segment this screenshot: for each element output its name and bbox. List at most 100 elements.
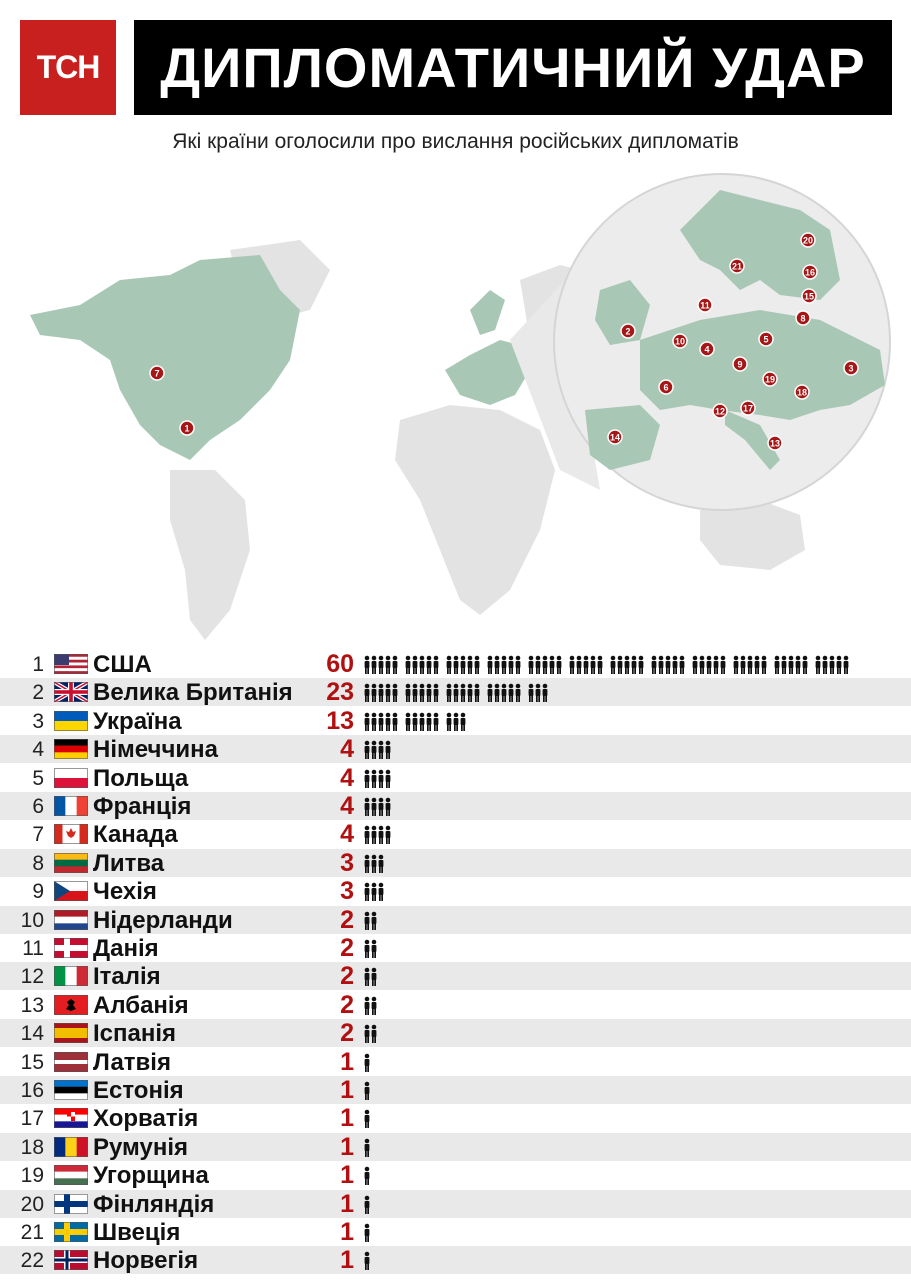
rank-label: 8	[32, 851, 44, 875]
person-icon	[371, 939, 377, 958]
person-icon	[385, 826, 391, 845]
person-icon	[761, 655, 767, 674]
people-bar	[364, 1081, 371, 1101]
people-bar	[364, 1251, 371, 1271]
person-icon	[597, 655, 603, 674]
person-icon	[569, 655, 575, 674]
page-title: ДИПЛОМАТИЧНИЙ УДАР	[160, 36, 866, 99]
person-icon	[460, 712, 466, 731]
world-marker: 1	[179, 420, 195, 436]
person-icon	[802, 655, 808, 674]
svg-text:14: 14	[610, 433, 620, 443]
person-icon	[364, 712, 370, 731]
person-icon	[494, 655, 500, 674]
person-icon	[474, 655, 480, 674]
svg-text:7: 7	[154, 369, 159, 379]
person-icon	[446, 655, 452, 674]
person-icon	[371, 769, 377, 788]
flag-lt-icon	[54, 852, 88, 873]
person-icon	[371, 797, 377, 816]
person-icon	[494, 684, 500, 703]
person-icon	[713, 655, 719, 674]
person-icon	[624, 655, 630, 674]
person-icon	[364, 939, 370, 958]
svg-text:2: 2	[625, 327, 630, 337]
person-icon	[405, 655, 411, 674]
person-icon	[508, 684, 514, 703]
person-icon	[843, 655, 849, 674]
svg-text:20: 20	[803, 236, 813, 246]
person-icon	[672, 655, 678, 674]
svg-text:11: 11	[700, 301, 710, 311]
person-icon	[474, 684, 480, 703]
svg-text:15: 15	[804, 292, 814, 302]
person-icon	[487, 655, 493, 674]
table-row: 20 Фінляндія 1	[0, 1189, 911, 1218]
inset-marker: 11	[697, 297, 713, 313]
person-icon	[651, 655, 657, 674]
inset-marker: 8	[795, 310, 811, 326]
rank-label: 3	[32, 709, 44, 733]
flag-ca-icon	[54, 824, 89, 845]
person-icon	[774, 655, 780, 674]
flag-hr-icon	[54, 1108, 88, 1129]
flag-pl-icon	[54, 767, 88, 788]
people-bar	[364, 1109, 371, 1129]
svg-text:19: 19	[765, 375, 775, 385]
expelled-count: 2	[340, 905, 354, 934]
people-bar	[364, 683, 549, 703]
expelled-count: 1	[340, 1047, 354, 1076]
table-row: 2 Велика Британія 23	[0, 678, 911, 707]
person-icon	[385, 655, 391, 674]
people-bar	[364, 825, 392, 845]
people-bar	[364, 939, 378, 959]
rank-label: 14	[20, 1022, 44, 1046]
person-icon	[371, 854, 377, 873]
people-bar	[364, 740, 392, 760]
person-icon	[385, 740, 391, 760]
country-name: Велика Британія	[93, 679, 293, 707]
person-icon	[583, 655, 589, 674]
person-icon	[364, 1166, 370, 1186]
person-icon	[371, 826, 377, 845]
person-icon	[747, 655, 753, 674]
person-icon	[364, 1110, 370, 1129]
person-icon	[364, 1138, 370, 1157]
inset-marker: 20	[800, 232, 816, 248]
expelled-count: 2	[340, 1019, 354, 1048]
person-icon	[446, 684, 452, 703]
person-icon	[699, 655, 705, 674]
inset-marker: 18	[794, 384, 810, 400]
svg-text:10: 10	[675, 337, 685, 347]
person-icon	[371, 968, 377, 987]
flag-nl-icon	[54, 909, 88, 930]
person-icon	[371, 712, 377, 731]
person-icon	[385, 769, 391, 788]
inset-marker: 14	[607, 429, 623, 445]
svg-text:21: 21	[732, 262, 742, 272]
inset-marker: 5	[758, 331, 774, 347]
inset-marker: 16	[802, 264, 818, 280]
person-icon	[364, 797, 370, 816]
country-name: Латвія	[93, 1048, 171, 1076]
person-icon	[364, 854, 370, 873]
rank-label: 5	[32, 766, 44, 790]
person-icon	[658, 655, 664, 674]
flag-lv-icon	[54, 1051, 88, 1072]
country-name: Польща	[93, 764, 189, 792]
inset-markers: 20 21 16 15 11 8 2 10 4 5 9 3 19 18 6 12 17 14 13	[607, 232, 859, 451]
rank-label: 11	[22, 937, 44, 960]
svg-text:8: 8	[800, 314, 805, 324]
country-name: Албанія	[93, 991, 189, 1019]
flag-al-icon	[54, 994, 88, 1015]
person-icon	[515, 684, 521, 703]
person-icon	[412, 684, 418, 703]
table-row: 4 Німеччина 4	[0, 735, 911, 764]
person-icon	[501, 684, 507, 703]
expelled-count: 13	[326, 706, 354, 735]
svg-text:5: 5	[763, 335, 768, 345]
table-row: 18 Румунія 1	[0, 1132, 911, 1161]
rank-label: 20	[20, 1192, 44, 1216]
person-icon	[378, 684, 384, 703]
title-bar: ДИПЛОМАТИЧНИЙ УДАР	[134, 20, 892, 115]
